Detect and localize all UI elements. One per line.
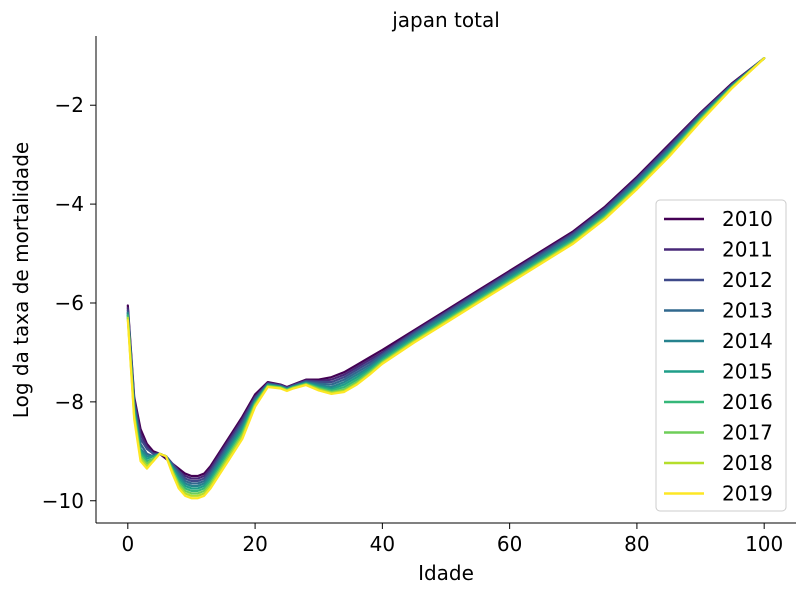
legend-label-2011: 2011: [722, 238, 773, 262]
legend-label-2010: 2010: [722, 207, 773, 231]
x-axis-label: Idade: [418, 561, 474, 585]
x-tick-label: 60: [497, 532, 522, 556]
legend-label-2016: 2016: [722, 390, 773, 414]
x-tick-label: 20: [242, 532, 267, 556]
x-axis: 0 20 40 60 80 100: [96, 522, 796, 556]
x-tick-label: 0: [121, 532, 134, 556]
y-axis: −10 −8 −6 −4 −2: [42, 36, 97, 523]
y-tick-label: −10: [42, 489, 84, 513]
x-tick-label: 100: [745, 532, 783, 556]
y-tick-label: −8: [55, 390, 84, 414]
legend-label-2017: 2017: [722, 421, 773, 445]
x-tick-label: 80: [624, 532, 649, 556]
y-tick-label: −4: [55, 192, 84, 216]
series-line-2019: [126, 57, 766, 500]
legend-label-2018: 2018: [722, 451, 773, 475]
x-tick-label: 40: [370, 532, 395, 556]
legend-label-2019: 2019: [722, 482, 773, 506]
legend-label-2014: 2014: [722, 329, 773, 353]
legend: 2010 2011 2012 2013 2014 2015 2016 2017 2018 2019: [655, 199, 787, 512]
y-tick-label: −6: [55, 291, 84, 315]
legend-label-2013: 2013: [722, 299, 773, 323]
legend-label-2012: 2012: [722, 268, 773, 292]
y-axis-label: Log da taxa de mortalidade: [9, 142, 33, 418]
plot-area: [126, 57, 766, 500]
y-tick-label: −2: [55, 93, 84, 117]
chart-title: japan total: [391, 8, 500, 32]
legend-label-2015: 2015: [722, 360, 773, 384]
